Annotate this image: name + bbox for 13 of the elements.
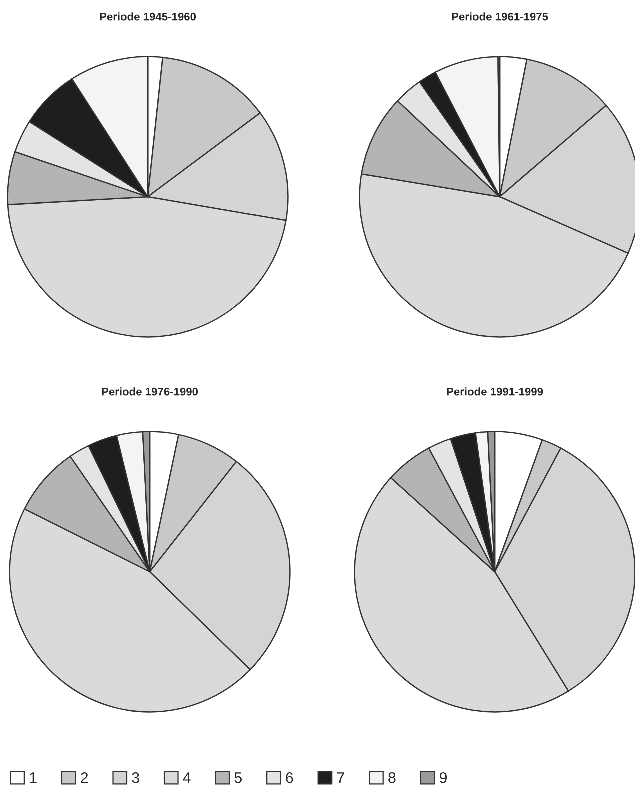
legend-label: 1 <box>30 772 37 784</box>
legend-label: 9 <box>440 772 447 784</box>
legend-label: 5 <box>234 772 242 784</box>
chart-title: Periode 1961-1975 <box>452 12 548 21</box>
legend-label: 2 <box>81 772 88 784</box>
legend-label: 3 <box>132 772 140 784</box>
legend-label: 8 <box>388 772 396 784</box>
chart-title: Periode 1945-1960 <box>100 12 196 21</box>
chart-title: Periode 1991-1999 <box>447 388 544 396</box>
chart-title: Periode 1976-1990 <box>102 388 198 396</box>
legend-label: 6 <box>286 772 294 784</box>
legend-label: 4 <box>183 772 191 784</box>
legend-label: 7 <box>337 772 344 784</box>
